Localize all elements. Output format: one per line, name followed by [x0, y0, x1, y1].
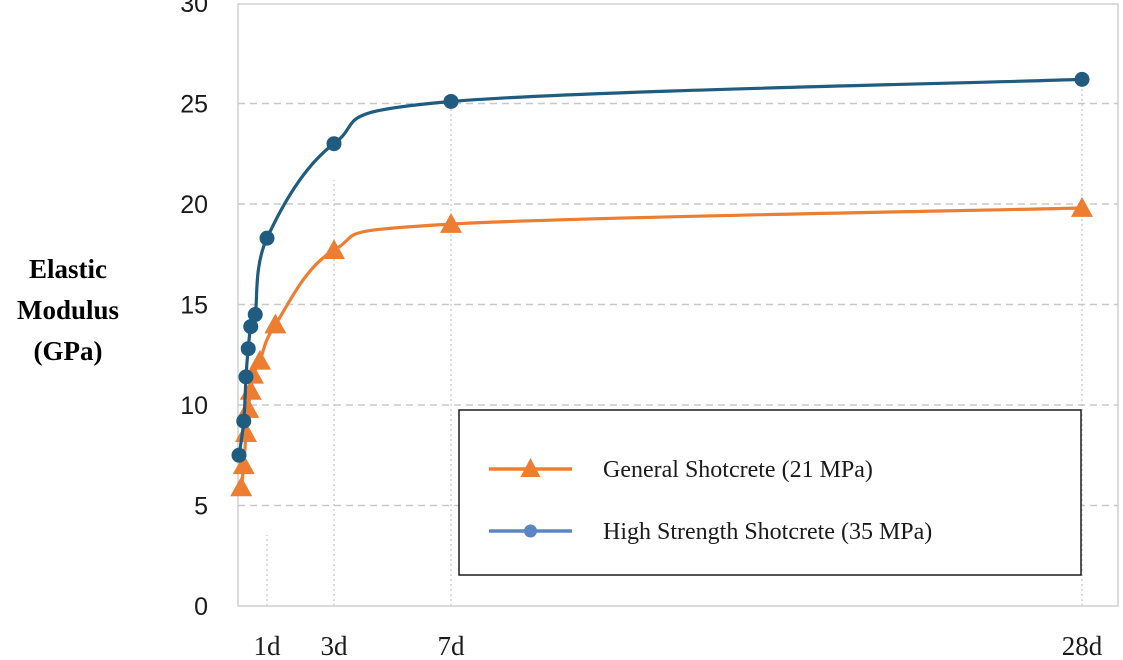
y-axis-label-line-1: Elastic [29, 254, 107, 284]
data-point-triangle [237, 398, 260, 418]
y-tick-label: 5 [194, 493, 208, 521]
data-point-circle [259, 230, 275, 246]
data-point-triangle [1071, 197, 1093, 217]
data-point-triangle [232, 454, 255, 475]
y-tick-label: 15 [180, 292, 208, 320]
series-layer [230, 71, 1093, 497]
data-point-triangle [264, 313, 287, 334]
legend-marker-triangle-icon [520, 458, 541, 477]
data-point-triangle [323, 239, 345, 260]
legend-label-general: General Shotcrete (21 MPa) [603, 457, 873, 483]
legend-marker-circle-icon [524, 524, 537, 538]
data-point-triangle [249, 349, 271, 370]
grid-layer [237, 3, 1119, 607]
x-tick-label: 28d [1062, 631, 1103, 660]
legend: General Shotcrete (21 MPa) High Strength… [458, 409, 1082, 576]
y-tick-label: 20 [180, 191, 208, 219]
data-point-circle [1074, 71, 1090, 87]
y-tick-label: 10 [180, 392, 208, 420]
data-point-circle [238, 369, 254, 385]
y-tick-label: 0 [194, 593, 208, 621]
data-point-triangle [230, 476, 253, 497]
y-axis-label-line-2: Modulus [17, 295, 119, 325]
y-tick-label: 30 [180, 0, 208, 18]
data-point-circle [231, 447, 247, 463]
data-point-circle [247, 307, 263, 323]
series-line-high-strength [237, 77, 1084, 457]
data-point-circle [443, 93, 459, 109]
x-tick-label: 7d [438, 631, 466, 660]
data-point-circle [326, 136, 342, 152]
data-point-circle [240, 341, 256, 357]
data-point-triangle [440, 213, 462, 233]
x-tick-label: 3d [321, 631, 349, 660]
axis-layer: 0 5 10 15 20 25 30 1d 3d 7d 28d [180, 0, 1103, 660]
y-tick-label: 25 [180, 91, 208, 119]
data-point-circle [243, 319, 259, 335]
y-axis-label-line-3: (GPa) [34, 336, 103, 366]
series-high-strength [231, 71, 1090, 463]
legend-box [458, 409, 1082, 576]
data-point-circle [236, 413, 252, 429]
x-tick-label: 1d [254, 631, 282, 660]
legend-label-high-strength: High Strength Shotcrete (35 MPa) [603, 519, 932, 545]
